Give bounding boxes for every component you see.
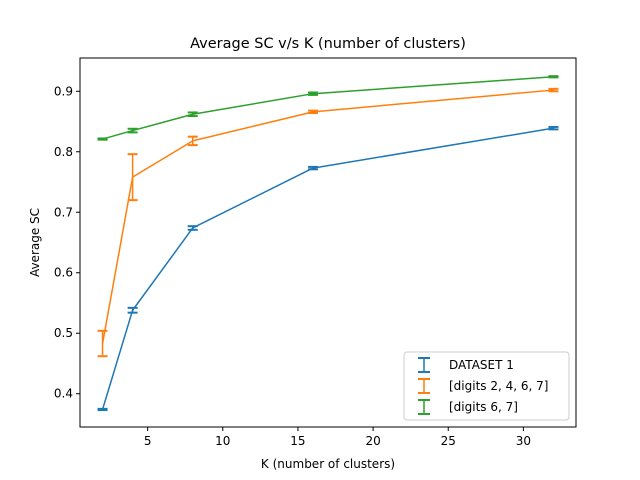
error-bar <box>97 137 108 141</box>
error-bar <box>187 111 198 118</box>
x-tick-label: 15 <box>290 434 305 448</box>
legend: DATASET 1 [digits 2, 4, 6, 7] [digits 6, 7… <box>403 351 570 421</box>
error-bar <box>307 91 318 96</box>
y-tick-label: 0.6 <box>54 266 73 280</box>
legend-label: [digits 6, 7] <box>449 400 518 414</box>
plot-frame <box>79 57 577 428</box>
series-layer <box>97 75 559 412</box>
error-bar <box>187 135 198 147</box>
chart-title: Average SC v/s K (number of clusters) <box>190 36 466 52</box>
series-line <box>101 89 554 344</box>
error-bar <box>548 75 559 79</box>
y-tick-label: 0.4 <box>54 387 73 401</box>
y-tick-label: 0.8 <box>54 145 73 159</box>
x-tick-label: 30 <box>516 434 531 448</box>
legend-item-1: [digits 2, 4, 6, 7] <box>418 378 548 394</box>
legend-box <box>403 351 570 421</box>
legend-item-2: [digits 6, 7] <box>418 399 518 415</box>
error-bar <box>127 306 138 314</box>
series-2 <box>97 75 559 141</box>
error-bar <box>97 329 108 358</box>
error-bar <box>127 153 138 202</box>
y-axis: 0.4 0.5 0.6 0.7 0.8 0.9 <box>54 84 80 401</box>
y-axis-label: Average SC <box>28 208 42 277</box>
y-tick-label: 0.9 <box>54 84 73 98</box>
y-tick-label: 0.5 <box>54 326 73 340</box>
x-tick-label: 20 <box>365 434 380 448</box>
legend-label: DATASET 1 <box>449 358 514 372</box>
x-tick-label: 10 <box>215 434 230 448</box>
series-0 <box>97 125 559 412</box>
error-bar <box>548 125 559 131</box>
x-axis: 5 10 15 20 25 30 <box>144 427 531 448</box>
error-bar <box>548 87 559 93</box>
series-1 <box>97 87 559 358</box>
legend-item-0: DATASET 1 <box>418 357 514 373</box>
y-tick-label: 0.7 <box>54 205 73 219</box>
x-tick-label: 25 <box>441 434 456 448</box>
legend-label: [digits 2, 4, 6, 7] <box>449 379 548 393</box>
error-bar <box>307 109 318 115</box>
x-tick-label: 5 <box>144 434 152 448</box>
error-bar <box>307 165 318 171</box>
x-axis-label: K (number of clusters) <box>261 457 395 471</box>
error-bar <box>97 407 108 412</box>
error-bar <box>127 127 138 134</box>
series-line <box>102 76 554 140</box>
error-bar <box>187 225 198 231</box>
